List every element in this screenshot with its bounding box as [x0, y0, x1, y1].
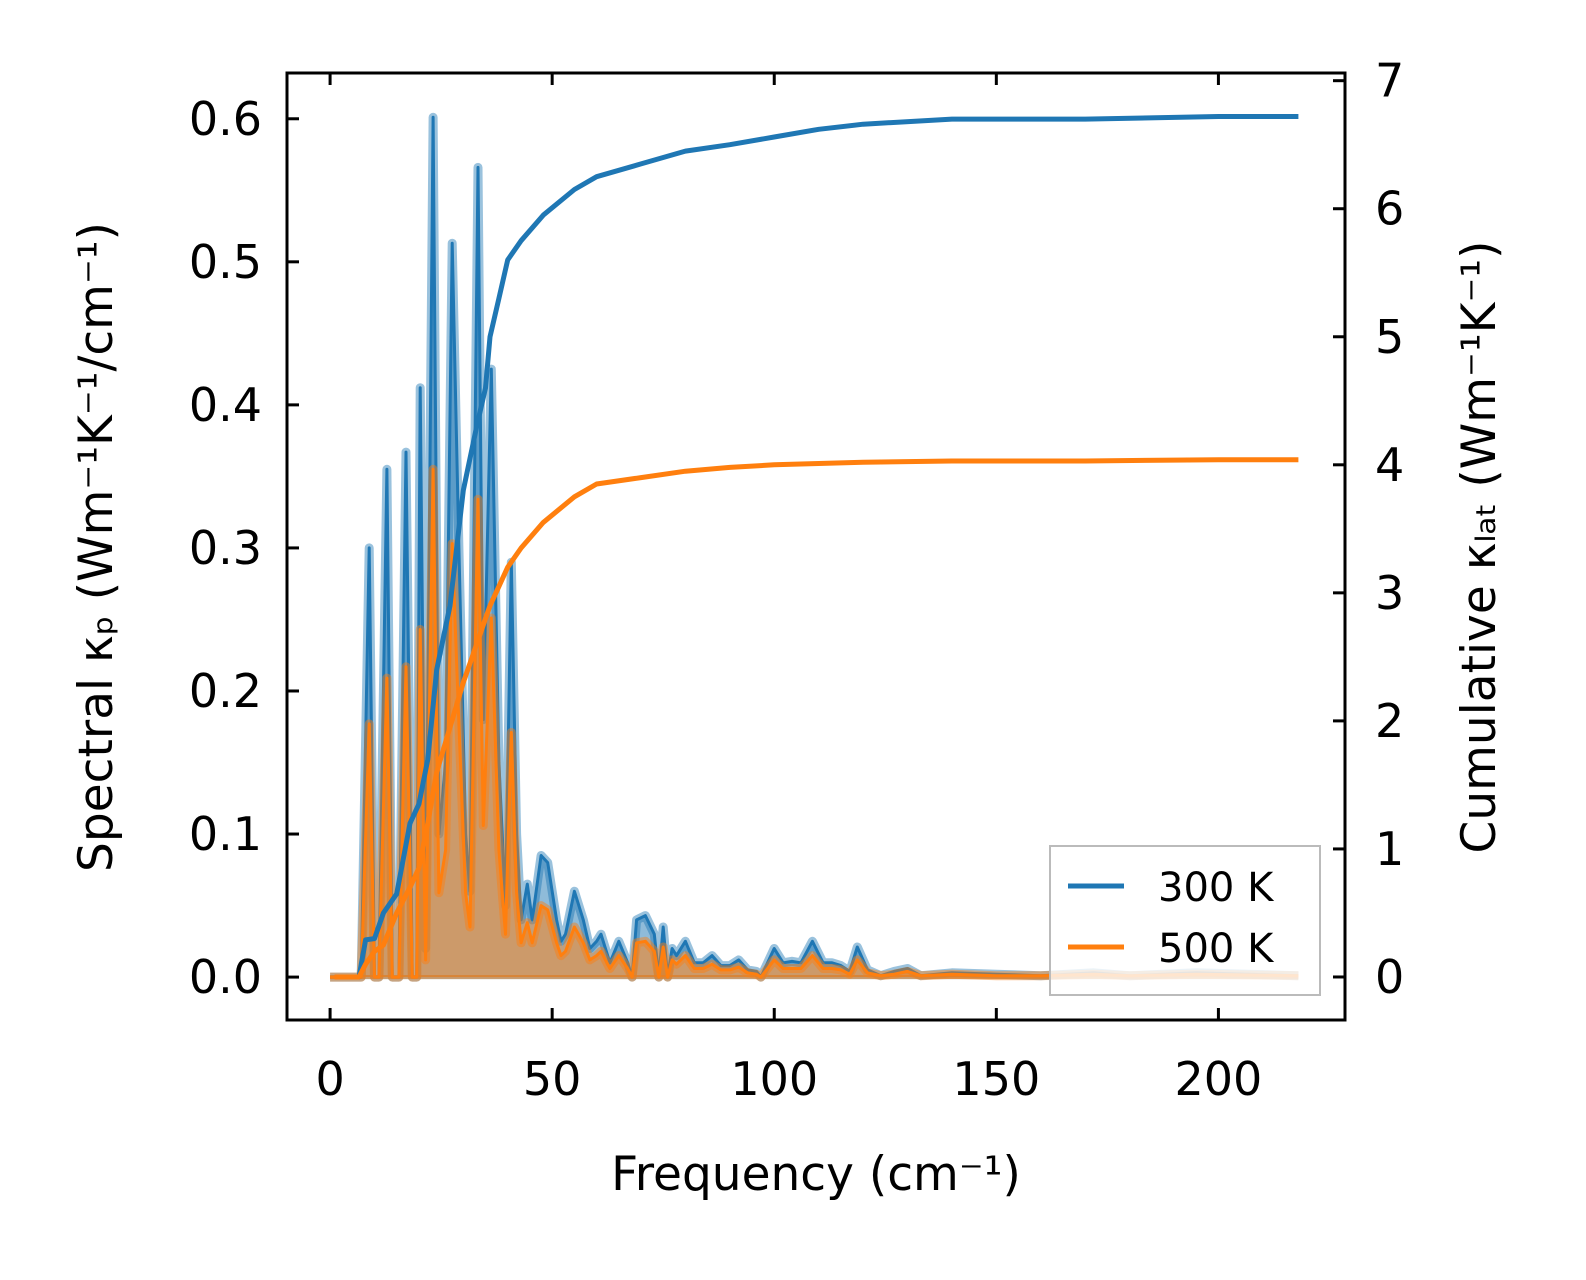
cumulative-line-500k [334, 457, 1299, 980]
y-right-tick-label: 4 [1375, 438, 1404, 492]
y-left-tick-label: 0.6 [189, 92, 262, 146]
x-tick-label: 0 [315, 1052, 344, 1106]
y-right-tick-label: 1 [1375, 822, 1404, 876]
y-right-tick-label: 5 [1375, 310, 1404, 364]
legend-box [1049, 845, 1321, 996]
x-tick-label: 50 [523, 1052, 582, 1106]
y-axis-right-label: Cumulative κₗₐₜ (Wm⁻¹K⁻¹) [1452, 241, 1507, 854]
spectral-fills [330, 112, 1299, 982]
legend-label-300k: 300 K [1158, 865, 1275, 911]
y-left-tick-label: 0.3 [189, 521, 262, 575]
y-right-tick-label: 7 [1375, 54, 1404, 108]
axis-ticks: 0 50 100 150 200 0.0 0.1 0.2 0.3 0.4 0.5 0.6 0 1 2 3 4 5 6… [189, 54, 1404, 1106]
y-right-tick-label: 0 [1375, 950, 1404, 1004]
x-axis-label: Frequency (cm⁻¹) [611, 1147, 1021, 1202]
y-left-tick-label: 0.4 [189, 378, 262, 432]
y-left-tick-label: 0.2 [189, 664, 262, 718]
x-tick-label: 150 [952, 1052, 1040, 1106]
y-axis-left-label: Spectral κₚ (Wm⁻¹K⁻¹/cm⁻¹) [69, 222, 124, 872]
legend-label-500k: 500 K [1158, 926, 1275, 972]
y-right-tick-label: 2 [1375, 694, 1404, 748]
y-right-tick-label: 6 [1375, 182, 1404, 236]
legend: 300 K 500 K [1049, 845, 1321, 996]
y-left-tick-label: 0.5 [189, 235, 262, 289]
x-tick-label: 100 [730, 1052, 818, 1106]
cumulative-line-300k [334, 114, 1299, 980]
spectral-line-500k [330, 467, 1299, 979]
y-left-tick-label: 0.1 [189, 807, 262, 861]
x-tick-label: 200 [1175, 1052, 1263, 1106]
y-left-tick-label: 0.0 [189, 950, 262, 1004]
series-lines [334, 114, 1299, 980]
y-right-tick-label: 3 [1375, 566, 1404, 620]
